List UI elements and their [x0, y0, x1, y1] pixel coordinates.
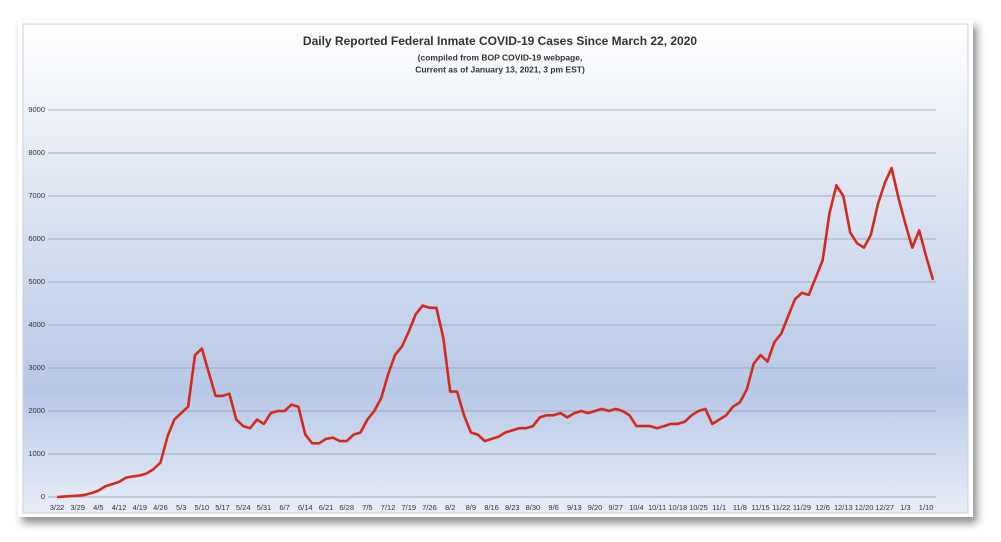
x-tick-label: 11/1	[712, 503, 726, 512]
y-tick-label: 5000	[28, 277, 45, 286]
chart-subtitle: (compiled from BOP COVID-19 webpage,	[418, 52, 583, 62]
x-tick-label: 5/24	[236, 503, 251, 512]
x-tick-label: 11/8	[733, 503, 747, 512]
y-tick-label: 2000	[28, 406, 45, 415]
y-tick-label: 4000	[28, 320, 45, 329]
x-tick-label: 11/22	[772, 503, 790, 512]
y-tick-label: 9000	[28, 105, 45, 114]
y-tick-label: 1000	[28, 449, 45, 458]
x-tick-label: 10/11	[648, 503, 666, 512]
x-tick-label: 7/12	[381, 503, 396, 512]
x-tick-label: 12/27	[875, 503, 894, 512]
data-line	[56, 166, 935, 499]
x-tick-label: 9/20	[588, 503, 603, 512]
y-tick-label: 3000	[28, 363, 45, 372]
x-tick-label: 1/3	[900, 503, 910, 512]
x-tick-label: 6/21	[319, 503, 334, 512]
x-tick-label: 6/14	[298, 503, 313, 512]
x-tick-label: 4/12	[112, 503, 127, 512]
x-tick-label: 12/13	[834, 503, 853, 512]
x-tick-label: 7/26	[422, 503, 437, 512]
x-tick-label: 8/23	[505, 503, 520, 512]
x-tick-label: 12/20	[855, 503, 874, 512]
x-tick-label: 11/29	[793, 503, 811, 512]
x-tick-label: 5/3	[176, 503, 186, 512]
x-tick-label: 10/4	[629, 503, 644, 512]
x-tick-label: 5/31	[257, 503, 272, 512]
x-tick-label: 5/10	[195, 503, 210, 512]
x-tick-label: 11/15	[751, 503, 769, 512]
x-tick-label: 8/9	[466, 503, 476, 512]
x-tick-label: 4/26	[153, 503, 168, 512]
x-tick-label: 3/29	[70, 503, 85, 512]
x-tick-label: 10/25	[689, 503, 708, 512]
x-tick-label: 6/28	[339, 503, 354, 512]
y-tick-label: 0	[41, 492, 45, 501]
chart-subtitle: Current as of January 13, 2021, 3 pm EST…	[415, 64, 585, 74]
x-tick-label: 7/5	[362, 503, 372, 512]
x-tick-label: 5/17	[215, 503, 230, 512]
y-tick-label: 7000	[28, 191, 45, 200]
x-tick-label: 8/30	[526, 503, 541, 512]
x-tick-label: 9/6	[548, 503, 558, 512]
x-tick-label: 12/6	[815, 503, 830, 512]
x-tick-label: 7/19	[401, 503, 416, 512]
x-tick-label: 8/16	[484, 503, 499, 512]
x-tick-label: 1/10	[919, 503, 934, 512]
x-tick-label: 10/18	[668, 503, 687, 512]
y-tick-label: 8000	[28, 148, 45, 157]
x-tick-label: 3/22	[50, 503, 65, 512]
x-tick-label: 9/27	[608, 503, 623, 512]
chart-title: Daily Reported Federal Inmate COVID-19 C…	[303, 34, 697, 48]
x-tick-label: 4/5	[93, 503, 103, 512]
plot-background	[22, 23, 969, 514]
x-tick-label: 4/19	[132, 503, 147, 512]
x-tick-label: 8/2	[445, 503, 455, 512]
y-tick-label: 6000	[28, 234, 45, 243]
x-tick-label: 6/7	[279, 503, 289, 512]
x-tick-label: 9/13	[567, 503, 582, 512]
